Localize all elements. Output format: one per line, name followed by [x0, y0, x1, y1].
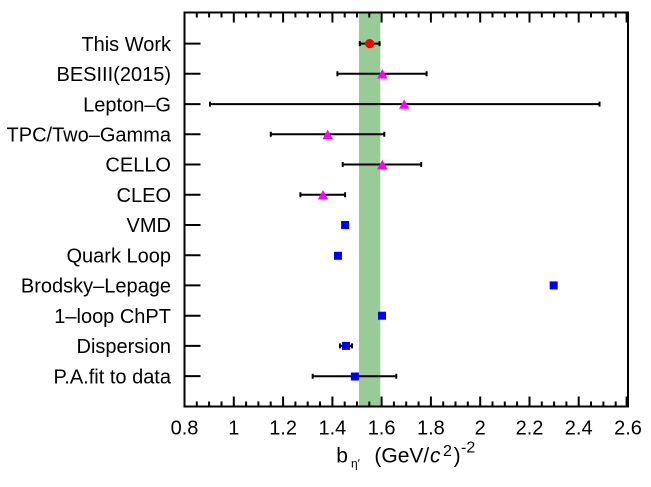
svg-text:1.6: 1.6	[368, 418, 396, 440]
svg-text:2: 2	[443, 443, 452, 460]
svg-text:2.6: 2.6	[614, 418, 642, 440]
svg-text:Quark Loop: Quark Loop	[66, 245, 171, 267]
svg-text:Dispersion: Dispersion	[77, 336, 171, 358]
svg-text:(GeV/: (GeV/	[374, 445, 429, 468]
svg-text:c: c	[430, 445, 441, 468]
svg-text:1: 1	[228, 418, 239, 440]
svg-text:1.4: 1.4	[318, 418, 346, 440]
svg-text:2: 2	[475, 418, 486, 440]
svg-text:2.4: 2.4	[565, 418, 593, 440]
svg-text:Brodsky–Lepage: Brodsky–Lepage	[21, 276, 171, 298]
svg-text:0.8: 0.8	[171, 418, 199, 440]
svg-text:This Work: This Work	[81, 34, 172, 56]
svg-text:P.A.fit to data: P.A.fit to data	[54, 366, 172, 388]
svg-text:1.2: 1.2	[269, 418, 297, 440]
svg-text:TPC/Two–Gamma: TPC/Two–Gamma	[7, 125, 172, 147]
svg-text:CELLO: CELLO	[105, 155, 171, 177]
svg-text:): )	[454, 445, 461, 468]
svg-text:1–loop ChPT: 1–loop ChPT	[54, 306, 171, 328]
svg-text:-2: -2	[461, 440, 475, 457]
svg-text:b: b	[336, 445, 348, 468]
svg-text:1.8: 1.8	[417, 418, 445, 440]
svg-text:VMD: VMD	[127, 215, 171, 237]
svg-text:BESIII(2015): BESIII(2015)	[56, 64, 171, 86]
svg-text:η′: η′	[351, 456, 361, 470]
svg-text:Lepton–G: Lepton–G	[83, 94, 171, 116]
svg-text:CLEO: CLEO	[117, 185, 171, 207]
svg-text:2.2: 2.2	[516, 418, 544, 440]
